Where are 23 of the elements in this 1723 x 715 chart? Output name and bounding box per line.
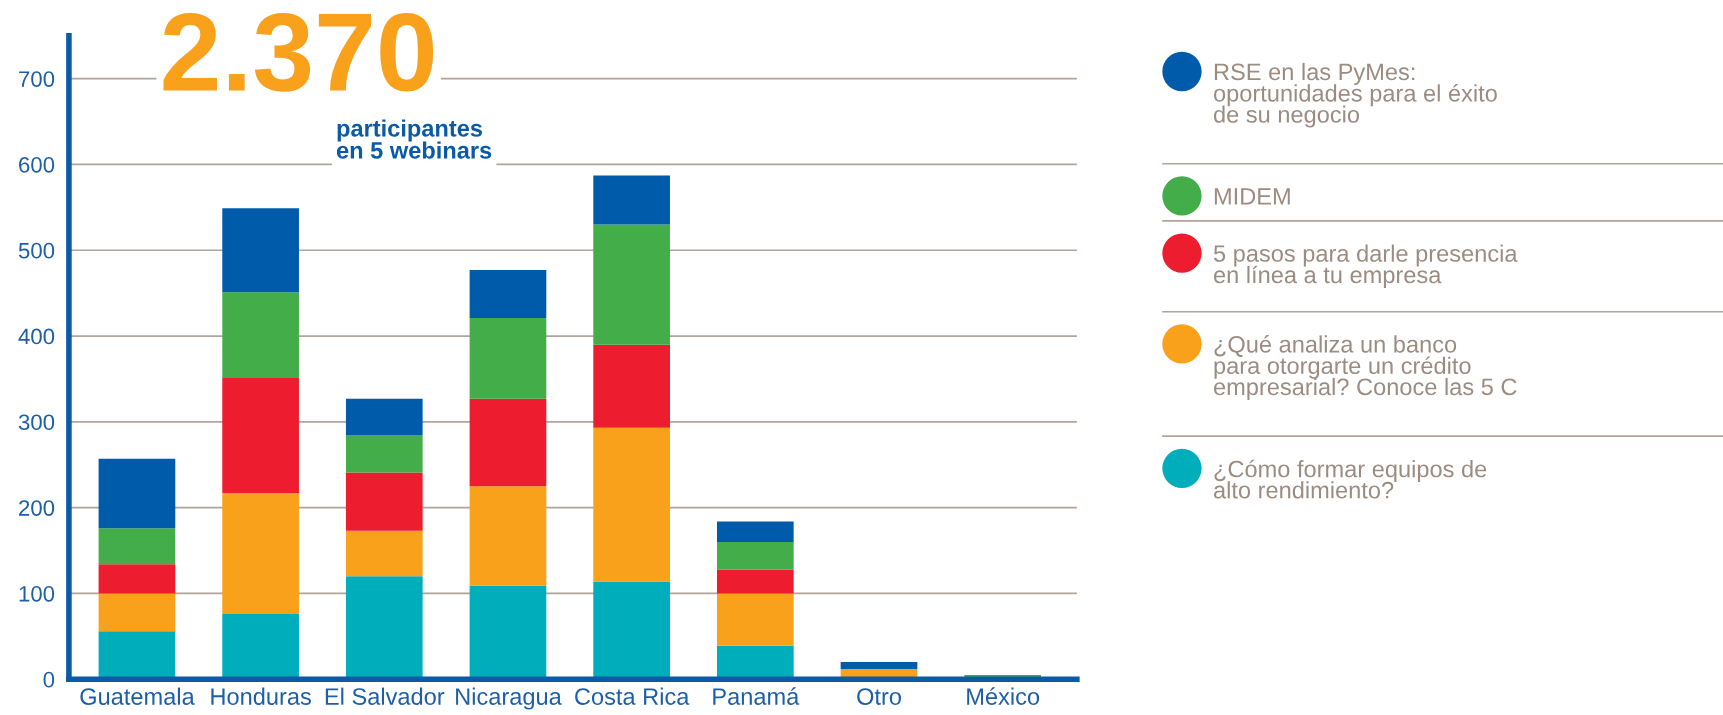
legend-label: 5 pasos para darle presencia en línea a tu empresa [1213,244,1518,288]
x-tick-label: Honduras [211,687,311,705]
x-tick-label: Costa Rica [575,687,690,705]
y-tick-label: 300 [18,414,55,431]
x-tick-label: Otro [857,688,901,705]
x-tick-label: Guatemala [80,687,195,705]
y-tick-label: 600 [19,156,55,173]
y-tick-label: 100 [19,585,55,602]
chart-title: 2.370 [163,12,434,92]
x-tick-label: Nicaragua [456,687,562,710]
y-tick-label: 700 [19,71,55,87]
x-tick-label: México [967,687,1040,705]
y-tick-label: 0 [43,671,55,688]
legend-label: ¿Cómo formar equipos de alto rendimiento? [1214,459,1487,499]
x-tick-label: Panamá [713,687,800,705]
y-tick-label: 200 [19,500,55,516]
y-tick-label: 400 [18,328,55,345]
text: participantes en 5 webinars [336,119,492,159]
x-tick-label: El Salvador [325,687,445,705]
y-tick-label: 500 [18,242,55,259]
legend-label: ¿Qué analiza un banco para otorgarte un crédito empresarial? Conoce las 5 C [1214,335,1517,400]
legend-label: RSE en las PyMes: oportunidades para el éxito de su negocio [1213,62,1497,128]
legend-label: MIDEM [1214,188,1290,205]
